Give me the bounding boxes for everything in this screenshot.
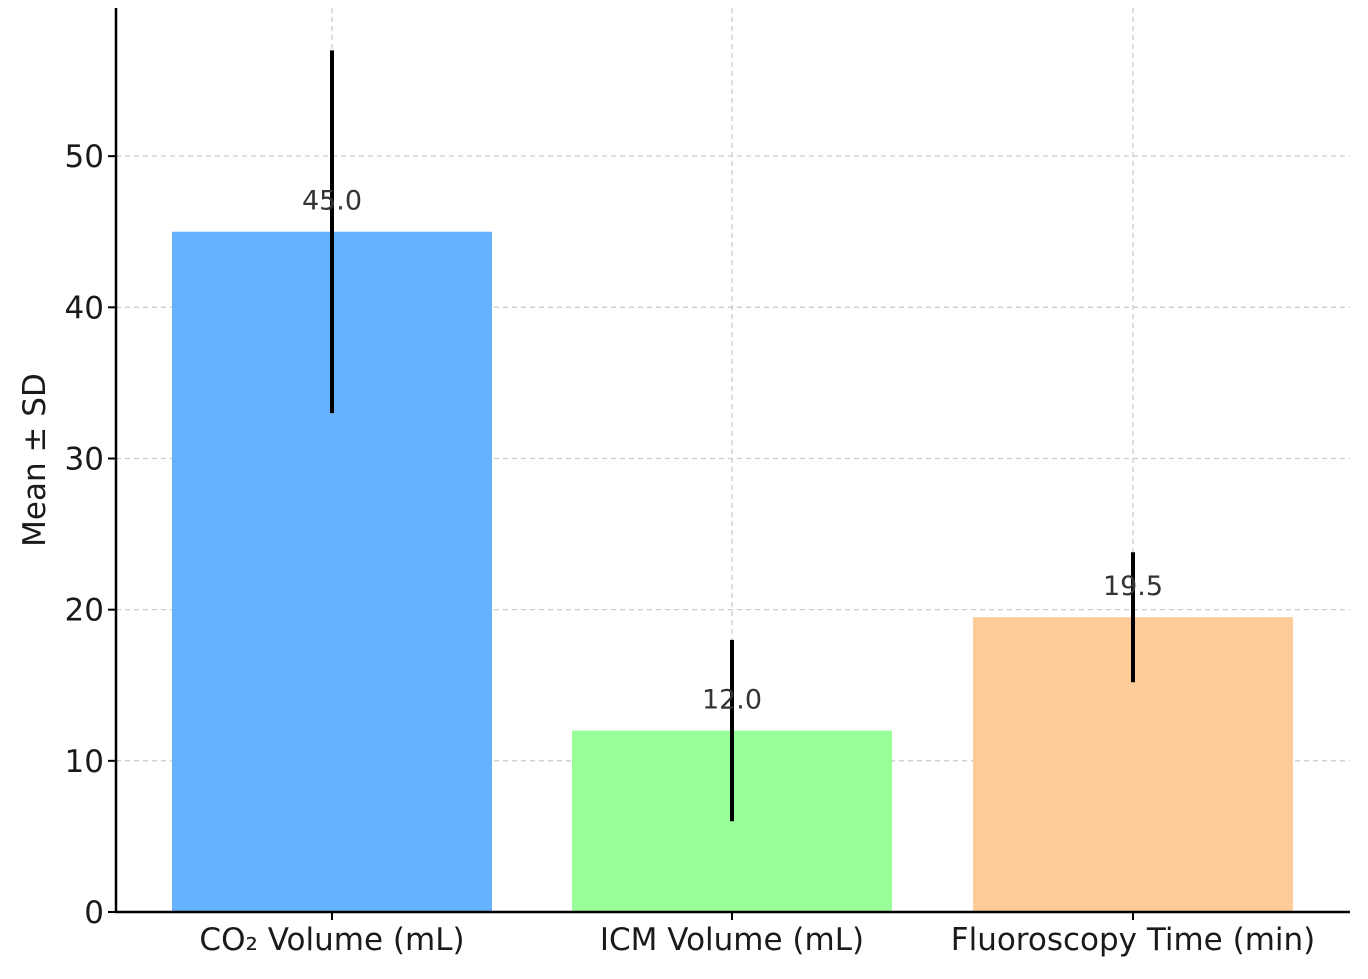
y-axis-label: Mean ± SD — [17, 373, 53, 547]
x-tick-label: Fluoroscopy Time (min) — [951, 922, 1316, 958]
bar-value-label: 12.0 — [702, 685, 762, 716]
y-tick-label: 0 — [84, 895, 104, 931]
x-tick-labels: CO₂ Volume (mL) ICM Volume (mL) Fluoroscop… — [199, 912, 1315, 958]
y-tick-label: 40 — [65, 290, 104, 326]
bar-value-labels: 45.0 12.0 19.5 — [302, 186, 1163, 716]
x-tick-label: CO₂ Volume (mL) — [199, 922, 464, 958]
y-tick-labels: 0 10 20 30 40 50 — [65, 139, 116, 931]
bar-value-label: 19.5 — [1103, 571, 1163, 602]
y-tick-label: 50 — [65, 139, 104, 175]
y-tick-label: 20 — [65, 593, 104, 629]
error-bars — [330, 50, 1135, 822]
x-tick-label: ICM Volume (mL) — [600, 922, 864, 958]
y-tick-label: 10 — [65, 744, 104, 780]
y-tick-label: 30 — [65, 441, 104, 477]
bar-value-label: 45.0 — [302, 186, 362, 217]
